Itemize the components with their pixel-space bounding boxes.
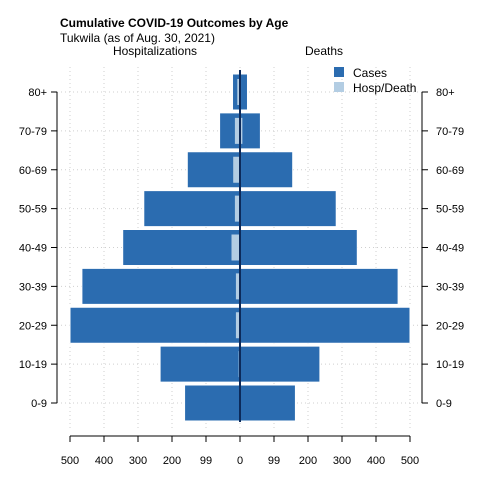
x-tick-label-0: 500 <box>61 455 79 467</box>
y-tick-label-right-70-79: 70-79 <box>436 126 464 138</box>
legend-swatch-1 <box>334 82 344 92</box>
x-tick-label-3: 200 <box>163 455 181 467</box>
bar-outcome-left-40-49 <box>232 235 241 261</box>
y-tick-label-left-40-49: 40-49 <box>19 243 47 255</box>
bar-cases-right-60-69 <box>240 152 293 188</box>
x-tick-label-8: 300 <box>333 455 351 467</box>
bar-outcome-left-60-69 <box>233 157 240 183</box>
bar-cases-left-60-69 <box>187 152 240 188</box>
bar-cases-right-50-59 <box>240 191 336 227</box>
y-tick-label-left-30-39: 30-39 <box>19 281 47 293</box>
x-tick-label-10: 500 <box>401 455 419 467</box>
y-tick-label-right-30-39: 30-39 <box>436 281 464 293</box>
legend-label-1: Hosp/Death <box>353 81 416 95</box>
legend-swatch-0 <box>334 67 344 77</box>
y-tick-label-left-10-19: 10-19 <box>19 359 47 371</box>
x-tick-label-2: 300 <box>129 455 147 467</box>
y-tick-label-right-60-69: 60-69 <box>436 165 464 177</box>
x-tick-label-9: 400 <box>367 455 385 467</box>
chart-title: Cumulative COVID-19 Outcomes by Age <box>60 16 289 30</box>
bar-cases-left-10-19 <box>160 346 240 382</box>
bar-cases-left-20-29 <box>70 307 240 343</box>
y-tick-label-left-0-9: 0-9 <box>31 398 47 410</box>
chart-subtitle: Tukwila (as of Aug. 30, 2021) <box>60 31 215 45</box>
bar-cases-right-30-39 <box>240 268 398 304</box>
x-tick-label-6: 99 <box>268 455 280 467</box>
bar-cases-right-80+ <box>240 74 247 110</box>
bar-cases-left-50-59 <box>144 191 240 227</box>
y-tick-label-right-40-49: 40-49 <box>436 243 464 255</box>
y-tick-label-right-20-29: 20-29 <box>436 320 464 332</box>
right-panel-label: Deaths <box>305 44 343 58</box>
y-tick-label-left-20-29: 20-29 <box>19 320 47 332</box>
y-tick-label-right-0-9: 0-9 <box>436 398 452 410</box>
left-panel-label: Hospitalizations <box>113 44 197 58</box>
legend-label-0: Cases <box>353 66 387 80</box>
bar-cases-right-70-79 <box>240 113 260 149</box>
bar-cases-right-20-29 <box>240 307 410 343</box>
y-tick-label-left-50-59: 50-59 <box>19 204 47 216</box>
bar-cases-right-10-19 <box>240 346 320 382</box>
y-tick-label-left-80+: 80+ <box>28 87 47 99</box>
bar-cases-left-0-9 <box>185 385 240 421</box>
bar-cases-right-40-49 <box>240 230 357 266</box>
y-tick-label-right-10-19: 10-19 <box>436 359 464 371</box>
bar-cases-left-40-49 <box>123 230 240 266</box>
y-tick-label-right-50-59: 50-59 <box>436 204 464 216</box>
x-tick-label-1: 400 <box>95 455 113 467</box>
bar-cases-left-30-39 <box>82 268 240 304</box>
y-tick-label-left-60-69: 60-69 <box>19 165 47 177</box>
x-tick-label-4: 99 <box>200 455 212 467</box>
bar-cases-right-0-9 <box>240 385 295 421</box>
y-tick-label-left-70-79: 70-79 <box>19 126 47 138</box>
x-tick-label-7: 200 <box>299 455 317 467</box>
y-tick-label-right-80+: 80+ <box>436 87 455 99</box>
x-tick-label-5: 0 <box>237 455 243 467</box>
